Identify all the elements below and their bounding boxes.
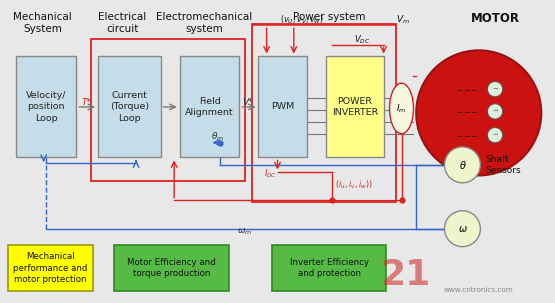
Text: $\omega$: $\omega$ — [457, 224, 467, 234]
Text: Electrical
circuit: Electrical circuit — [98, 12, 147, 34]
Text: Field
Alignment: Field Alignment — [185, 97, 234, 117]
Text: MOTOR: MOTOR — [471, 12, 519, 25]
Text: $V_{DC}$: $V_{DC}$ — [354, 34, 370, 46]
Bar — [8, 245, 93, 291]
Ellipse shape — [416, 50, 541, 175]
Text: Mechanical
performance and
motor protection: Mechanical performance and motor protect… — [13, 252, 88, 284]
Ellipse shape — [445, 147, 481, 183]
Text: $\theta$: $\theta$ — [458, 159, 466, 171]
Bar — [326, 56, 384, 158]
Text: Mechanical
System: Mechanical System — [13, 12, 72, 34]
Ellipse shape — [487, 82, 503, 97]
Text: V*: V* — [242, 98, 253, 107]
Text: 21: 21 — [380, 258, 431, 292]
Ellipse shape — [390, 83, 413, 134]
Text: $\sim\!\!\sim\!\!\sim$: $\sim\!\!\sim\!\!\sim$ — [455, 131, 478, 140]
Text: $(v_U,v_V,v_W)$: $(v_U,v_V,v_W)$ — [280, 13, 324, 26]
Ellipse shape — [487, 128, 503, 143]
Text: Inverter Efficiency
and protection: Inverter Efficiency and protection — [290, 258, 369, 278]
Text: Velocity/
position
Loop: Velocity/ position Loop — [26, 92, 67, 122]
Bar — [272, 245, 386, 291]
Text: Current
(Torque)
Loop: Current (Torque) Loop — [110, 92, 149, 122]
Bar — [180, 56, 239, 158]
Text: $V_m$: $V_m$ — [396, 13, 410, 26]
Ellipse shape — [445, 211, 481, 247]
Bar — [259, 56, 307, 158]
Text: T*: T* — [82, 98, 92, 107]
Bar — [92, 39, 245, 181]
Bar — [17, 56, 76, 158]
Text: $I_{DC}$: $I_{DC}$ — [264, 168, 278, 180]
Text: POWER
INVERTER: POWER INVERTER — [332, 97, 378, 117]
Text: ~: ~ — [492, 108, 498, 115]
Text: ~: ~ — [492, 132, 498, 138]
Bar — [114, 245, 229, 291]
Text: $I_m$: $I_m$ — [396, 102, 407, 115]
Text: $\sim\!\!\sim\!\!\sim$: $\sim\!\!\sim\!\!\sim$ — [455, 85, 478, 94]
Text: $(i_u,i_v,i_w))$: $(i_u,i_v,i_w))$ — [335, 179, 372, 191]
Text: $\omega_m$: $\omega_m$ — [237, 226, 253, 237]
Bar — [98, 56, 160, 158]
Text: Power system: Power system — [293, 12, 365, 22]
Bar — [252, 24, 396, 202]
Text: $\sim\!\!\sim\!\!\sim$: $\sim\!\!\sim\!\!\sim$ — [455, 107, 478, 116]
Ellipse shape — [487, 104, 503, 119]
Text: Motor Efficiency and
torque production: Motor Efficiency and torque production — [127, 258, 216, 278]
Text: ~: ~ — [492, 86, 498, 92]
Text: PWM: PWM — [271, 102, 295, 112]
Text: Shaft
Sensors: Shaft Sensors — [486, 155, 522, 175]
Text: $\theta_m$: $\theta_m$ — [211, 130, 224, 143]
Text: www.cntronics.com: www.cntronics.com — [444, 288, 513, 293]
Text: Electromechanical
system: Electromechanical system — [156, 12, 252, 34]
